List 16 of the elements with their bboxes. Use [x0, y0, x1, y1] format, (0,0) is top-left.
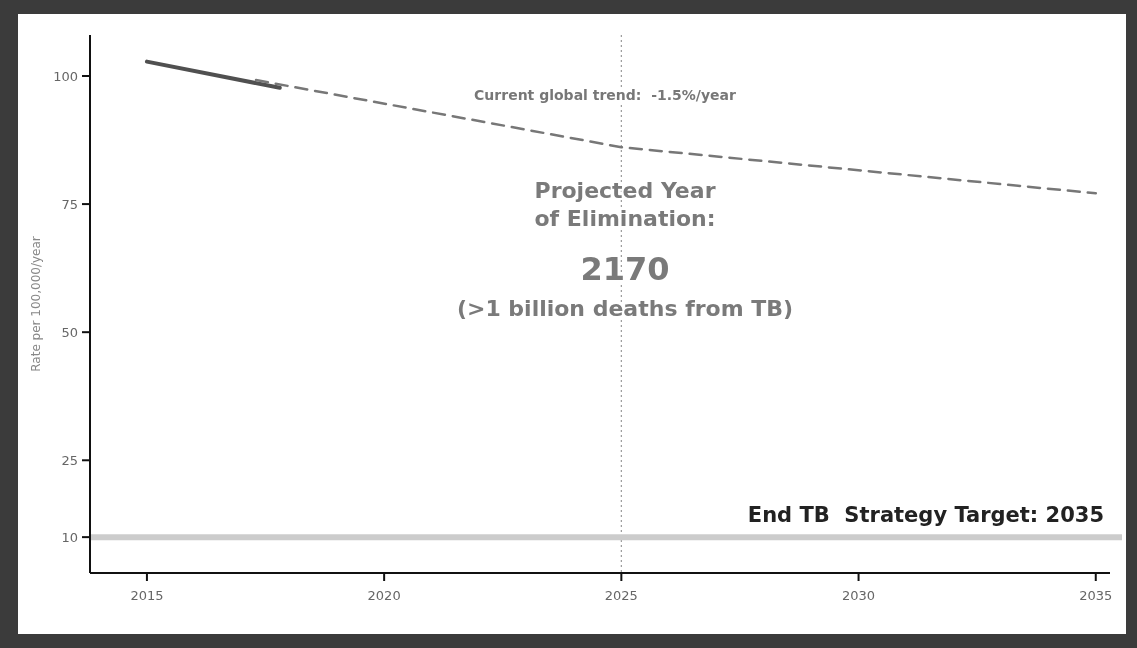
annotation: 2170 [580, 250, 670, 288]
x-tick-label: 2025 [604, 588, 638, 603]
y-tick-label: 75 [61, 196, 78, 212]
y-tick-label: 100 [53, 68, 78, 84]
x-tick-label: 2020 [367, 588, 401, 603]
x-tick-label: 2030 [842, 588, 876, 603]
y-tick-label: 50 [61, 324, 78, 340]
annotation: (>1 billion deaths from TB) [456, 296, 794, 321]
annotation: End TB Strategy Target: 2035 [747, 503, 1104, 527]
annotation: Current global trend: -1.5%/year [474, 87, 736, 103]
y-axis-title: Rate per 100,000/year [29, 236, 43, 372]
annotation: Projected Year of Elimination: [534, 178, 716, 231]
x-tick-label: 2035 [1079, 588, 1113, 603]
y-tick-label: 10 [61, 529, 78, 545]
y-tick-label: 25 [61, 452, 78, 468]
x-tick-label: 2015 [130, 588, 164, 603]
